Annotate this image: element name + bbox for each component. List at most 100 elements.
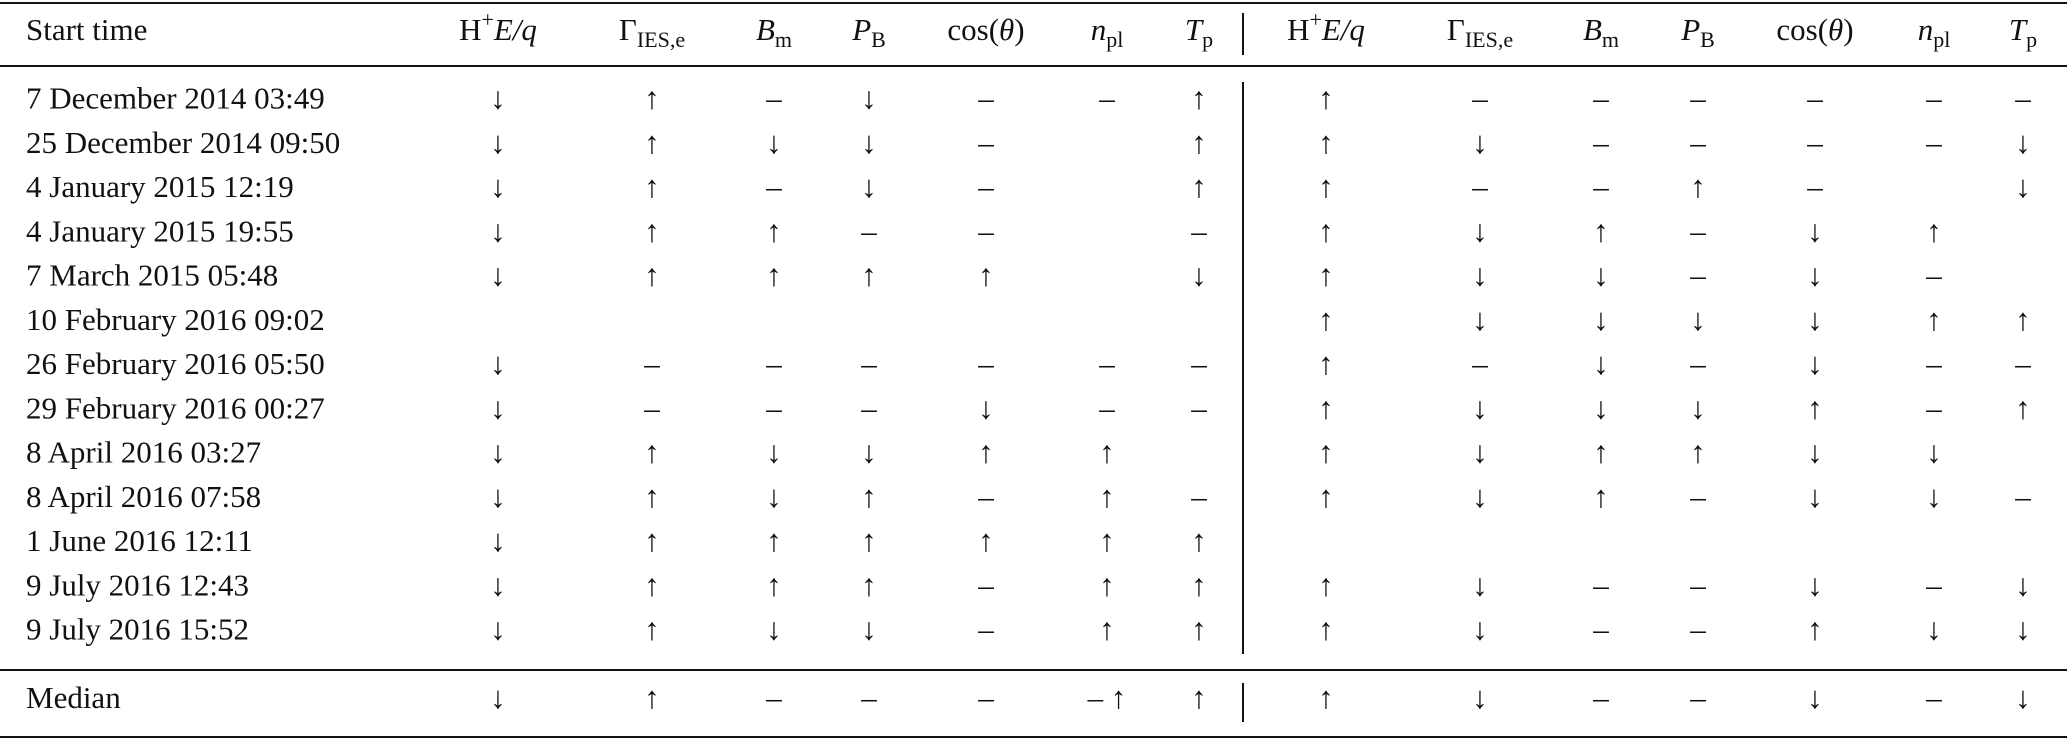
header-part: + [481, 7, 493, 32]
trend-cell: ↓ [766, 479, 782, 514]
trend-cell: ↓ [1807, 479, 1823, 514]
header-part: ) [1843, 12, 1853, 47]
header-part: Γ [619, 12, 637, 47]
start-time: 1 June 2016 12:11 [26, 523, 253, 558]
trend-cell: ↓ [1690, 390, 1706, 425]
header-part: E/q [493, 12, 537, 47]
trend-cell: ↓ [490, 125, 506, 160]
header-part: pl [1933, 27, 1950, 52]
trend-cell: ↑ [1099, 523, 1115, 558]
column-header: ΓIES,e [1447, 12, 1513, 52]
trend-cell: ↑ [2015, 302, 2031, 337]
trend-cell: – [1806, 81, 1823, 116]
trend-cell: ↑ [1318, 258, 1334, 293]
median-cell: ↓ [1807, 680, 1823, 715]
header-part: pl [1106, 27, 1123, 52]
header-part: H [459, 12, 481, 47]
trend-cell: ↑ [978, 258, 994, 293]
trend-cell: ↑ [644, 169, 660, 204]
trend-cell: – [977, 125, 994, 160]
trend-cell: ↑ [1926, 213, 1942, 248]
trend-cell: – [765, 390, 782, 425]
header-part: m [775, 27, 792, 52]
trend-cell: ↓ [1593, 258, 1609, 293]
header-part: θ [999, 12, 1014, 47]
trend-cell: – [860, 213, 877, 248]
trend-cell: ↓ [1807, 302, 1823, 337]
trend-cell: ↓ [490, 258, 506, 293]
trend-cell: – [1471, 346, 1488, 381]
trend-cell: ↑ [1926, 302, 1942, 337]
header-part: Γ [1447, 12, 1465, 47]
trend-cell: ↓ [1472, 258, 1488, 293]
median-cell: – [860, 680, 877, 715]
trend-cell: – [2014, 81, 2031, 116]
trend-cell: ↑ [1318, 479, 1334, 514]
trend-cell: ↓ [1926, 435, 1942, 470]
trend-cell: ↑ [766, 567, 782, 602]
trend-cell: ↓ [1472, 125, 1488, 160]
trend-cell: ↓ [2015, 169, 2031, 204]
median-cell: ↑ [1318, 680, 1334, 715]
trend-cell: ↑ [644, 125, 660, 160]
column-header: H+E/q [459, 7, 537, 47]
trend-cell: ↓ [1191, 258, 1207, 293]
trend-cell: – [1190, 213, 1207, 248]
trend-cell: – [977, 612, 994, 647]
start-time: 7 December 2014 03:49 [26, 81, 325, 116]
trend-cell: ↓ [1472, 213, 1488, 248]
median-cell: ↓ [490, 680, 506, 715]
column-header: Bm [756, 12, 792, 52]
trend-cell: ↓ [490, 523, 506, 558]
header-part: P [1680, 12, 1700, 47]
header-part: B [1583, 12, 1602, 47]
trend-cell: – [1689, 213, 1706, 248]
trend-cell: ↑ [1099, 479, 1115, 514]
trend-cell: ↑ [644, 523, 660, 558]
trend-cell: ↑ [1191, 81, 1207, 116]
trend-cell: ↓ [1472, 390, 1488, 425]
trend-cell: ↓ [490, 479, 506, 514]
trend-cell: – [1592, 81, 1609, 116]
trend-cell: – [1689, 258, 1706, 293]
trend-cell: – [1925, 258, 1942, 293]
column-header: PB [851, 12, 886, 52]
trend-cell: – [977, 479, 994, 514]
trend-cell: ↑ [1099, 435, 1115, 470]
trend-cell: ↓ [1472, 302, 1488, 337]
trend-cell: – [1190, 346, 1207, 381]
trend-cell: ↓ [2015, 612, 2031, 647]
trend-cell: ↓ [2015, 567, 2031, 602]
trend-cell: ↓ [766, 125, 782, 160]
trend-cell: – [1689, 125, 1706, 160]
trend-cell: ↑ [1318, 302, 1334, 337]
trend-cell: – [1471, 81, 1488, 116]
trend-cell: ↑ [861, 567, 877, 602]
trend-cell: ↑ [644, 435, 660, 470]
median-cell: – [765, 680, 782, 715]
header-part: ) [1014, 12, 1024, 47]
header-part: IES,e [1465, 27, 1513, 52]
trend-cell: ↓ [490, 213, 506, 248]
trend-cell: ↑ [766, 213, 782, 248]
trend-cell: ↑ [1318, 435, 1334, 470]
median-cell: ↑ [644, 680, 660, 715]
trend-cell: – [765, 346, 782, 381]
trend-cell: ↓ [861, 81, 877, 116]
column-header: cos(θ) [947, 12, 1024, 47]
trend-cell: ↑ [644, 81, 660, 116]
column-header: H+E/q [1287, 7, 1365, 47]
trend-cell: ↓ [1926, 612, 1942, 647]
column-header: PB [1680, 12, 1715, 52]
header-part: T [1185, 12, 1205, 47]
trend-cell: ↓ [1472, 479, 1488, 514]
median-label: Median [26, 680, 121, 715]
start-time: 7 March 2015 05:48 [26, 258, 278, 293]
trend-cell: ↑ [1318, 390, 1334, 425]
trend-cell: ↑ [1318, 81, 1334, 116]
trend-cell: ↑ [644, 479, 660, 514]
trend-cell: ↑ [1191, 612, 1207, 647]
trend-cell: ↓ [490, 567, 506, 602]
trend-cell: ↑ [1593, 479, 1609, 514]
header-part: θ [1828, 12, 1843, 47]
